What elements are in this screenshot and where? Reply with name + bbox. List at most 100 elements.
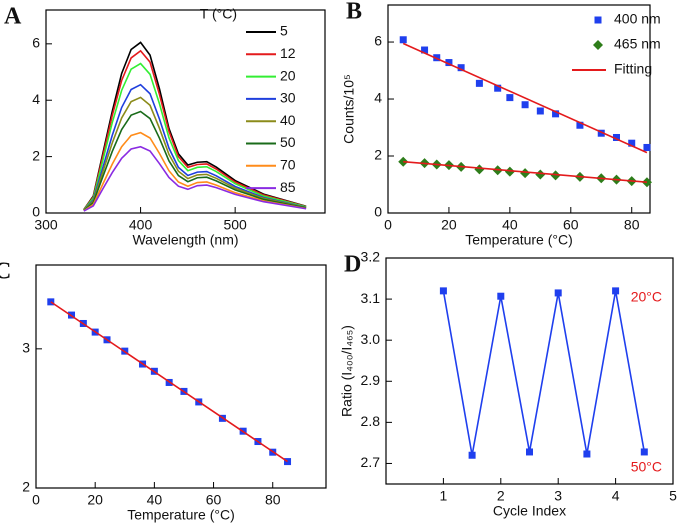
legend-label: 30 <box>280 90 296 106</box>
y-tick-label: 3 <box>22 340 30 356</box>
marker <box>521 101 529 109</box>
series-line <box>402 42 648 154</box>
marker <box>535 169 546 180</box>
marker <box>597 129 605 137</box>
series-line <box>83 49 307 211</box>
y-tick-label: 2.9 <box>361 372 381 388</box>
y-tick-label: 4 <box>374 90 382 106</box>
annotation: 50°C <box>631 459 662 475</box>
marker <box>457 64 465 72</box>
x-tick-label: 40 <box>147 492 163 508</box>
legend-title: T (°C) <box>200 6 237 22</box>
y-tick-label: 2.8 <box>361 413 381 429</box>
x-tick-label: 5 <box>669 488 677 504</box>
x-tick-label: 0 <box>384 217 392 233</box>
x-tick-label: 80 <box>265 492 281 508</box>
panel-label: D <box>344 252 361 278</box>
legend-label: 465 nm <box>614 36 661 52</box>
x-axis-label: Temperature (°C) <box>465 232 573 248</box>
marker <box>520 168 531 179</box>
legend-label: 85 <box>280 179 296 195</box>
y-tick-label: 2 <box>22 479 30 495</box>
legend-label: 50 <box>280 134 296 150</box>
marker <box>421 46 429 54</box>
x-axis-label: Cycle Index <box>493 503 566 519</box>
marker <box>494 84 502 92</box>
legend-label: 400 nm <box>614 11 661 27</box>
marker <box>550 170 561 181</box>
x-tick-label: 40 <box>502 217 518 233</box>
series-line <box>442 290 646 456</box>
plot-frame <box>385 257 674 485</box>
marker <box>399 36 407 44</box>
marker <box>628 139 636 147</box>
series-line <box>83 62 307 211</box>
marker <box>504 166 515 177</box>
series-line <box>83 145 307 212</box>
y-tick-label: 6 <box>374 33 382 49</box>
panel-label: B <box>346 0 362 25</box>
y-tick-label: 6 <box>32 35 40 51</box>
legend-label: 70 <box>280 157 296 173</box>
x-tick-label: 60 <box>563 217 579 233</box>
x-tick-label: 300 <box>34 217 58 233</box>
x-tick-label: 1 <box>440 488 448 504</box>
y-axis-label: Ratio (I₄₀₀/I₄₆₅) <box>339 325 355 417</box>
panel-label: C <box>0 259 11 285</box>
series-line <box>403 160 648 184</box>
marker <box>506 94 514 102</box>
plot-frame <box>35 264 327 489</box>
marker <box>552 110 560 118</box>
panel-label: A <box>4 4 22 30</box>
legend-label: 20 <box>280 67 296 83</box>
x-tick-label: 4 <box>612 488 620 504</box>
y-tick-label: 3.0 <box>361 331 381 347</box>
marker <box>536 107 544 115</box>
x-axis-label: Wavelength (nm) <box>132 232 238 248</box>
series-line <box>50 301 288 463</box>
x-tick-label: 400 <box>129 217 153 233</box>
x-tick-label: 20 <box>441 217 457 233</box>
annotation: 20°C <box>631 289 662 305</box>
marker <box>576 121 584 129</box>
marker <box>612 287 620 295</box>
marker <box>554 289 562 297</box>
x-tick-label: 2 <box>497 488 505 504</box>
marker <box>612 133 620 141</box>
y-tick-label: 2.7 <box>361 454 381 470</box>
marker <box>468 451 476 459</box>
plot-frame <box>45 9 326 214</box>
x-tick-label: 0 <box>32 492 40 508</box>
y-tick-label: 3.1 <box>361 290 381 306</box>
marker <box>593 40 603 50</box>
x-axis-label: Temperature (°C) <box>127 507 235 523</box>
marker <box>640 448 648 456</box>
marker <box>594 16 602 24</box>
legend-label: Fitting <box>614 61 652 77</box>
y-tick-label: 0 <box>374 204 382 220</box>
marker <box>445 59 453 67</box>
x-tick-label: 60 <box>206 492 222 508</box>
plot-frame <box>387 4 651 214</box>
legend-label: 40 <box>280 112 296 128</box>
y-axis-label: Counts/10⁵ <box>341 74 357 144</box>
x-tick-label: 3 <box>554 488 562 504</box>
marker <box>439 287 447 295</box>
series-line <box>83 110 307 212</box>
marker <box>474 164 485 175</box>
x-tick-label: 500 <box>223 217 247 233</box>
marker <box>643 143 651 151</box>
y-tick-label: 2 <box>32 147 40 163</box>
x-tick-label: 80 <box>624 217 640 233</box>
x-tick-label: 20 <box>87 492 103 508</box>
marker <box>526 448 533 456</box>
y-tick-label: 2 <box>374 147 382 163</box>
y-tick-label: 0 <box>32 204 40 220</box>
series-line <box>83 83 307 211</box>
legend-label: 5 <box>280 23 288 39</box>
series-line <box>83 131 307 212</box>
series-line <box>83 96 307 211</box>
marker <box>583 450 591 458</box>
marker <box>475 79 483 87</box>
